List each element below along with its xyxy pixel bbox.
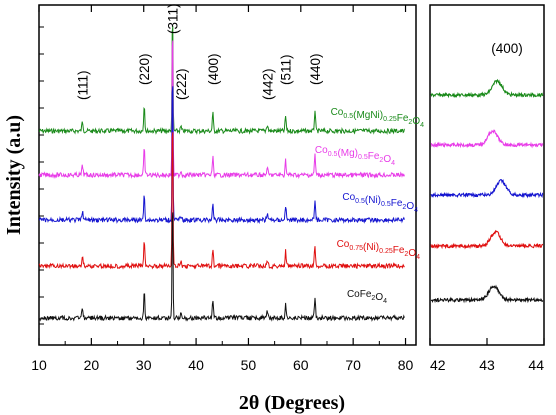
main-series-line — [38, 132, 405, 270]
sample-labels: Co0.5(MgNi)0.25Fe2O4 Co0.5(Mg)0.5Fe2O4 Co0… — [315, 107, 424, 305]
x-tick-label: 60 — [293, 357, 309, 373]
x-tick-label: 40 — [188, 357, 204, 373]
sample-label: CoFe2O4 — [347, 289, 387, 305]
peak-label: (220) — [137, 53, 152, 85]
peak-label: (311) — [166, 3, 181, 34]
x-axis-title: 2θ (Degrees) — [239, 392, 345, 414]
main-series-line — [38, 212, 405, 322]
zoom-x-tick-label: 44 — [528, 357, 544, 373]
zoom-series-group — [430, 78, 544, 304]
y-axis-title: Intensity (a.u) — [3, 115, 25, 235]
main-series-group — [38, 26, 405, 322]
x-tick-label: 70 — [345, 357, 361, 373]
peak-label: (400) — [206, 53, 221, 85]
zoom-series-line — [430, 284, 544, 304]
x-tick-label: 80 — [398, 357, 414, 373]
x-tick-label: 10 — [31, 357, 47, 373]
sample-label: Co0.5(Ni)0.5Fe2O4 — [342, 192, 418, 214]
main-series-line — [38, 40, 405, 180]
main-series-line — [38, 86, 405, 225]
main-series-line — [38, 26, 405, 136]
zoom-axis-ticks: 42 43 44 — [429, 338, 545, 373]
peak-label: (440) — [308, 53, 323, 85]
x-tick-label: 20 — [84, 357, 100, 373]
sample-label: Co0.5(Mg)0.5Fe2O4 — [315, 145, 395, 167]
zoom-x-tick-label: 42 — [430, 357, 446, 373]
peak-label: (511) — [279, 54, 294, 85]
x-tick-label: 30 — [136, 357, 152, 373]
peak-label: (442) — [260, 68, 275, 100]
peak-labels: (111) (220) (311) (222) (400) (442) (511) (440) — [75, 3, 322, 100]
peak-label: (222) — [174, 68, 189, 100]
sample-label: Co0.5(MgNi)0.25Fe2O4 — [331, 107, 425, 129]
peak-label: (111) — [75, 70, 90, 100]
zoom-peak-label: (400) — [491, 41, 523, 56]
zoom-series-line — [430, 229, 544, 250]
zoom-x-tick-label: 43 — [479, 357, 495, 373]
sample-label: Co0.75(Ni)0.25Fe2O4 — [337, 239, 421, 261]
zoom-series-line — [430, 78, 544, 99]
main-axis-ticks: 10 20 30 40 50 60 70 80 — [31, 5, 414, 373]
x-tick-label: 50 — [241, 357, 257, 373]
zoom-series-line — [430, 129, 544, 149]
zoom-series-line — [430, 179, 544, 199]
